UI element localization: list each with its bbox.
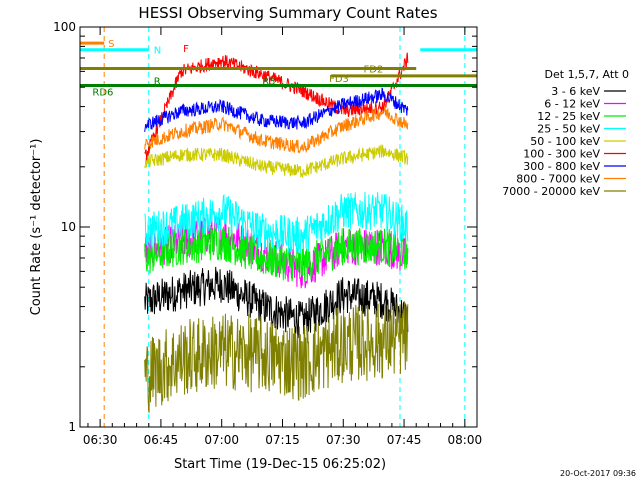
annotation-fd: FD3 bbox=[329, 74, 349, 85]
annotation-rd: R bbox=[154, 76, 161, 87]
chart-title: HESSI Observing Summary Count Rates bbox=[138, 4, 437, 22]
series-3-line bbox=[144, 192, 409, 254]
legend-label-0: 3 - 6 keV bbox=[551, 85, 600, 98]
series-0-line bbox=[144, 266, 409, 339]
series-2-line bbox=[144, 225, 409, 282]
x-axis-label: Start Time (19-Dec-15 06:25:02) bbox=[174, 457, 386, 472]
legend-label-8: 7000 - 20000 keV bbox=[502, 185, 600, 198]
x-tick-label-1: 06:45 bbox=[144, 433, 179, 447]
legend-label-5: 100 - 300 keV bbox=[523, 148, 600, 161]
series-4-line bbox=[144, 144, 409, 179]
series-8-line bbox=[144, 301, 409, 413]
y-tick-label-0: 1 bbox=[68, 420, 76, 434]
annotation-saa-start: S bbox=[108, 39, 114, 50]
y-axis: 1 10 100 bbox=[53, 20, 477, 434]
series-6-line bbox=[144, 87, 409, 132]
annotation-flare: F bbox=[183, 44, 189, 55]
y-tick-label-2: 100 bbox=[53, 20, 76, 34]
legend-label-4: 50 - 100 keV bbox=[530, 135, 600, 148]
series-7-line bbox=[144, 105, 409, 154]
x-axis: 06:30 06:45 07:00 07:15 07:30 07:45 08:00 bbox=[83, 27, 482, 447]
legend-label-6: 300 - 800 keV bbox=[523, 160, 600, 173]
annotation-rd: R3 bbox=[262, 76, 275, 87]
y-axis-label: Count Rate (s⁻¹ detector⁻¹) bbox=[29, 139, 44, 316]
legend-label-7: 800 - 7000 keV bbox=[516, 173, 600, 186]
x-tick-label-3: 07:15 bbox=[265, 433, 300, 447]
legend-title: Det 1,5,7, Att 0 bbox=[545, 68, 629, 81]
timestamp: 20-Oct-2017 09:36 bbox=[560, 469, 636, 478]
annotation-fd: FD2 bbox=[364, 65, 384, 76]
annotation-rd: RD6 bbox=[92, 87, 113, 98]
x-tick-label-6: 08:00 bbox=[448, 433, 483, 447]
legend-label-2: 12 - 25 keV bbox=[537, 110, 600, 123]
y-tick-label-1: 10 bbox=[61, 220, 76, 234]
x-tick-label-0: 06:30 bbox=[83, 433, 118, 447]
legend-label-3: 25 - 50 keV bbox=[537, 123, 600, 136]
x-tick-label-2: 07:00 bbox=[204, 433, 239, 447]
legend-label-1: 6 - 12 keV bbox=[544, 98, 600, 111]
plot-area bbox=[80, 27, 477, 427]
x-tick-label-5: 07:45 bbox=[387, 433, 422, 447]
x-tick-label-4: 07:30 bbox=[326, 433, 361, 447]
annotation-night: N bbox=[154, 46, 161, 57]
